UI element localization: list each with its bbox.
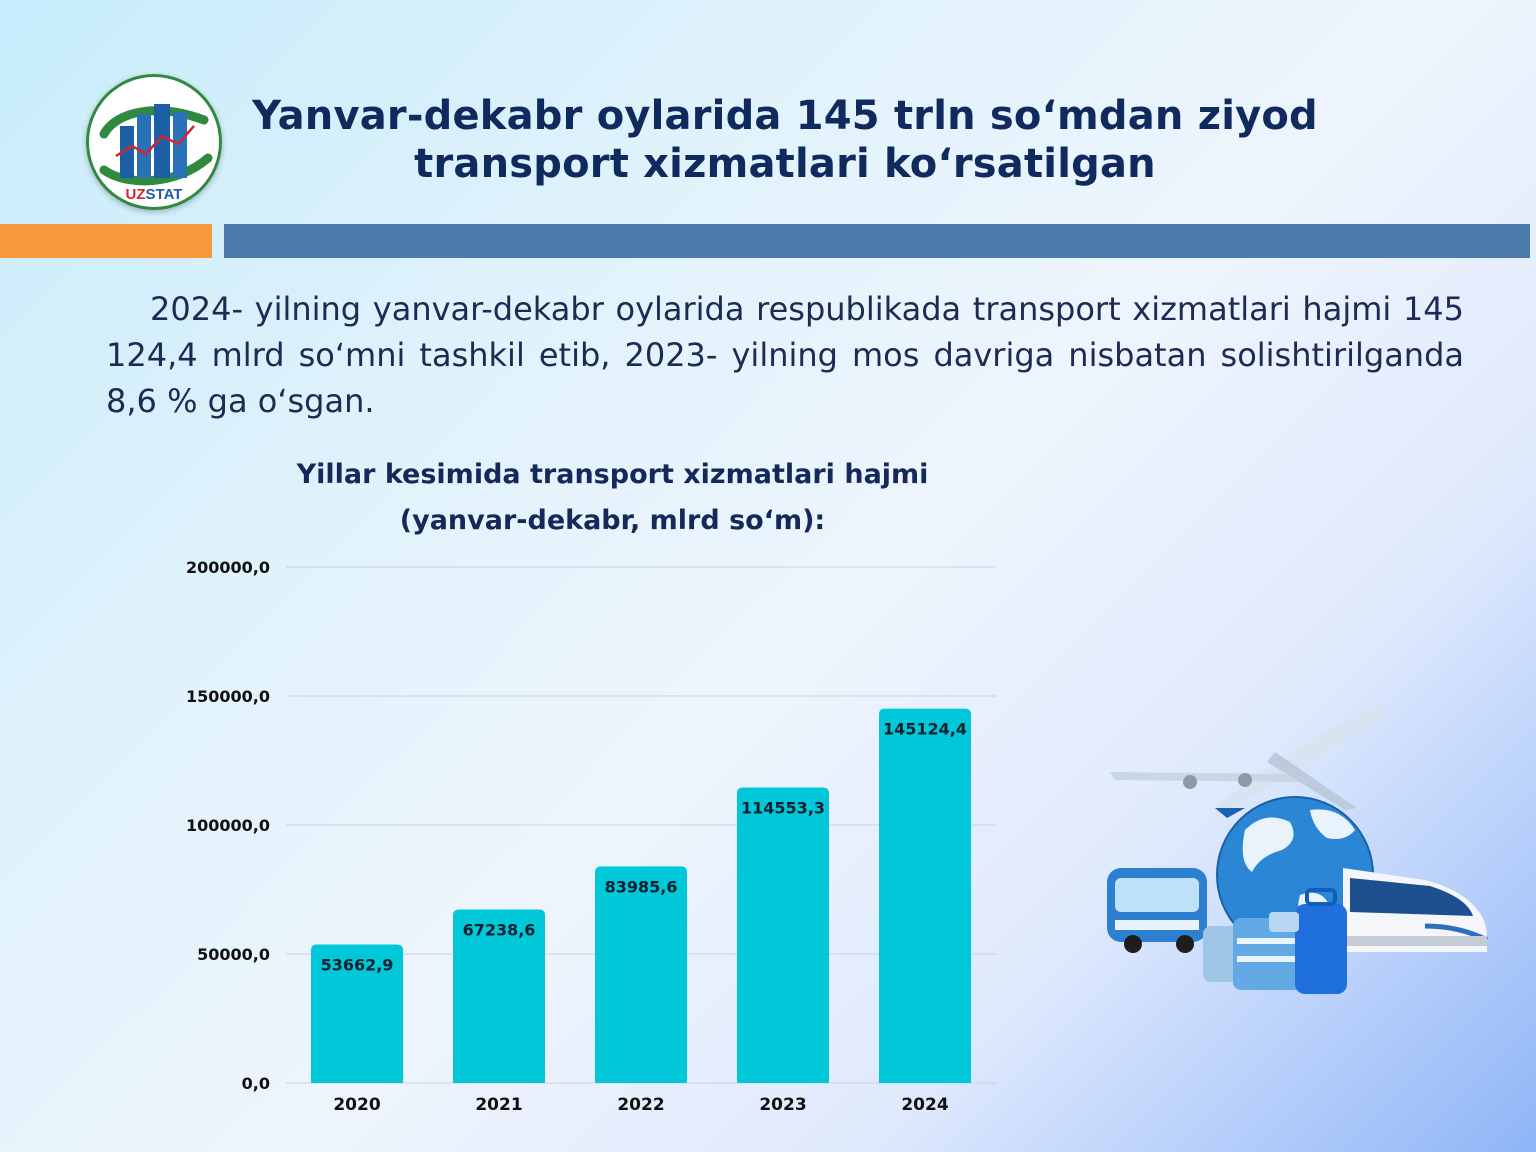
x-tick-label: 2020 [333, 1095, 380, 1115]
transport-illustration [1107, 704, 1489, 994]
y-tick-label: 50000,0 [197, 945, 270, 964]
bar [453, 909, 545, 1083]
divider-blue [224, 224, 1530, 258]
page-title-line-1: Yanvar-dekabr oylarida 145 trln soʻmdan … [252, 93, 1318, 139]
data-label: 114553,3 [741, 798, 825, 817]
suitcase-icon [1203, 888, 1347, 994]
logo-text-stat: STAT [145, 186, 183, 203]
bar [311, 944, 403, 1083]
data-label: 83985,6 [605, 877, 678, 896]
train-icon [1343, 868, 1489, 952]
summary-paragraph: 2024- yilning yanvar-dekabr oylarida res… [106, 290, 1464, 420]
page-title-line-2: transport xizmatlari koʻrsatilgan [414, 141, 1156, 187]
page-title: Yanvar-dekabr oylarida 145 trln soʻmdan … [240, 92, 1330, 188]
logo-text-uz: UZ [125, 186, 146, 203]
data-label: 67238,6 [463, 921, 536, 940]
airplane-icon [1110, 704, 1387, 818]
divider-orange [0, 224, 212, 258]
y-tick-label: 0,0 [242, 1074, 270, 1093]
data-label: 53662,9 [321, 956, 394, 975]
y-tick-label: 200000,0 [186, 558, 270, 577]
bus-icon [1107, 868, 1207, 953]
logo-wordmark: UZSTAT [86, 186, 222, 203]
bar [595, 866, 687, 1083]
chart-subtitle: (yanvar-dekabr, mlrd soʻm): [399, 505, 826, 536]
chart-title-block: Yillar kesimida transport xizmatlari haj… [250, 452, 975, 544]
x-tick-label: 2023 [759, 1095, 806, 1115]
y-tick-label: 150000,0 [186, 687, 270, 706]
uzstat-logo: UZSTAT [86, 74, 222, 210]
x-tick-label: 2022 [617, 1095, 664, 1115]
y-tick-label: 100000,0 [186, 816, 270, 835]
chart-title: Yillar kesimida transport xizmatlari haj… [296, 459, 929, 490]
x-tick-label: 2021 [475, 1095, 522, 1115]
bar [737, 787, 829, 1083]
x-tick-label: 2024 [901, 1095, 948, 1115]
bar [879, 708, 971, 1083]
data-label: 145124,4 [883, 720, 967, 739]
